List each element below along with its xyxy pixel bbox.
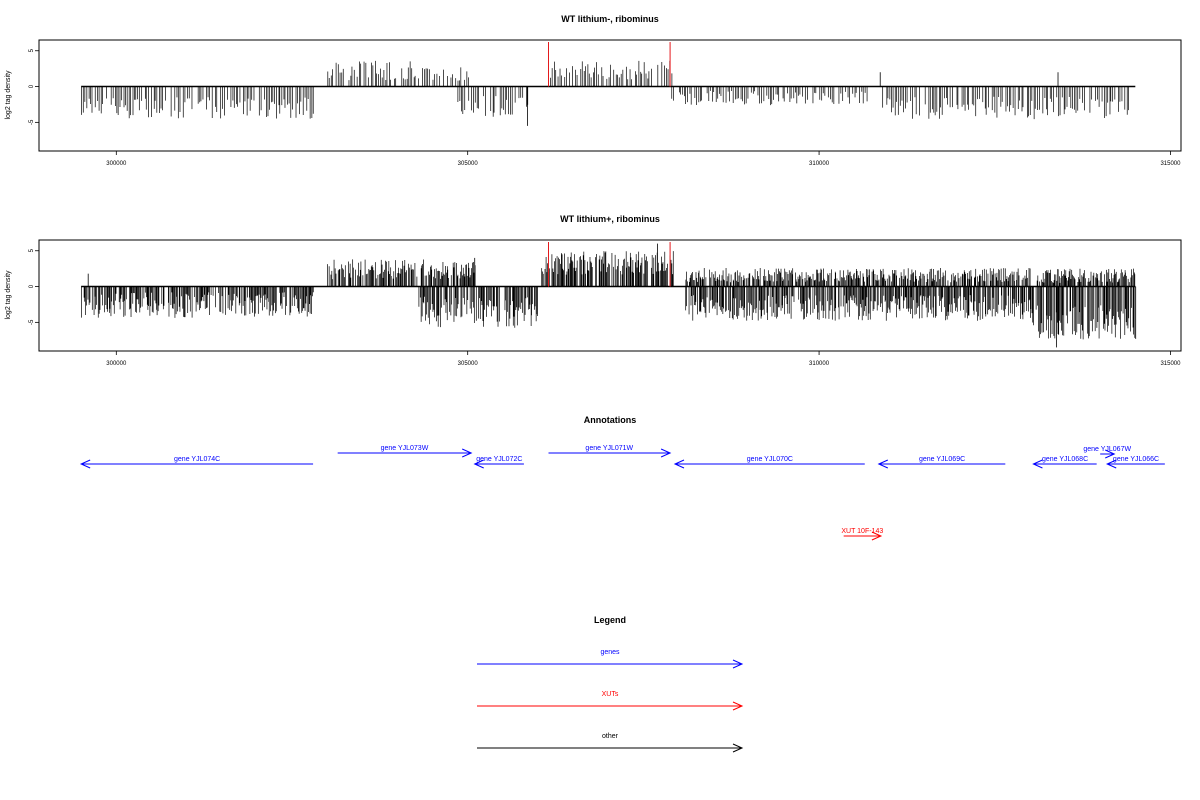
legend-items: genes XUTs other (477, 649, 744, 753)
track-2-title: WT lithium+, ribominus (560, 214, 660, 224)
y-tick-label: 5 (29, 248, 35, 252)
track-panel-1: WT lithium-, ribominus log2 tag density … (5, 14, 1182, 167)
track-1-title: WT lithium-, ribominus (561, 14, 659, 24)
track-2-markers (81, 242, 1136, 288)
legend-title: Legend (594, 615, 626, 625)
feature-label: gene YJL072C (476, 456, 522, 463)
track-panel-2: WT lithium+, ribominus log2 tag density … (5, 214, 1182, 367)
track-1-frame (38, 39, 1182, 152)
feature-arrowhead (1032, 459, 1043, 469)
y-tick-label: 0 (29, 284, 35, 288)
track-1-ylabel: log2 tag density (5, 70, 12, 120)
y-tick-label: 5 (29, 48, 35, 52)
feature-arrowhead (871, 531, 883, 541)
track-2-bars (81, 243, 1137, 348)
feature-label: gene YJL066C (1113, 456, 1159, 463)
feature-label: gene YJL071W (585, 445, 633, 452)
feature-arrowhead (660, 448, 672, 458)
track-2-frame (38, 239, 1182, 352)
legend-label: XUTs (602, 691, 619, 698)
feature-label: XUT 10F-143 (841, 528, 883, 535)
coverage-bars (81, 251, 1137, 340)
x-tick-label: 310000 (809, 161, 830, 167)
x-tick-label: 315000 (1160, 361, 1181, 367)
legend-arrowhead (732, 743, 744, 753)
feature-label: gene YJL068C (1042, 456, 1088, 463)
track-2-axes: 300000 305000 310000 315000 -5 0 5 (29, 248, 1181, 367)
feature-arrowhead (461, 448, 473, 458)
feature-arrowhead (473, 459, 484, 469)
feature-label: gene YJL067W (1083, 446, 1131, 453)
feature-label: gene YJL070C (747, 456, 793, 463)
y-tick-label: 0 (29, 84, 35, 88)
y-tick-label: -5 (29, 119, 35, 125)
legend-arrowhead (732, 659, 744, 669)
track-2-ylabel: log2 tag density (5, 270, 12, 320)
feature-label: gene YJL073W (381, 445, 429, 452)
track-1-axes: 300000 305000 310000 315000 -5 0 5 (29, 48, 1181, 167)
feature-arrowhead (1105, 459, 1117, 469)
feature-arrowhead (877, 459, 889, 469)
feature-arrowhead (1105, 449, 1116, 459)
track-1-markers (81, 42, 1136, 88)
feature-label: gene YJL074C (174, 456, 220, 463)
coverage-bars (81, 60, 1129, 120)
x-tick-label: 305000 (458, 161, 479, 167)
track-1-bars (81, 60, 1129, 126)
feature-label: gene YJL069C (919, 456, 965, 463)
feature-arrowhead (673, 459, 685, 469)
legend-label: other (602, 733, 619, 740)
annotations-title: Annotations (584, 415, 637, 425)
x-tick-label: 300000 (106, 161, 127, 167)
feature-arrowhead (79, 459, 91, 469)
x-tick-label: 315000 (1160, 161, 1181, 167)
legend-label: genes (600, 649, 620, 656)
legend-arrowhead (732, 701, 744, 711)
x-tick-label: 300000 (106, 361, 127, 367)
annotation-features: gene YJL074C gene YJL073W gene YJL072C gene… (79, 445, 1165, 541)
y-tick-label: -5 (29, 319, 35, 325)
x-tick-label: 310000 (809, 361, 830, 367)
legend-panel: Legend genes XUTs other (477, 615, 744, 753)
x-tick-label: 305000 (458, 361, 479, 367)
